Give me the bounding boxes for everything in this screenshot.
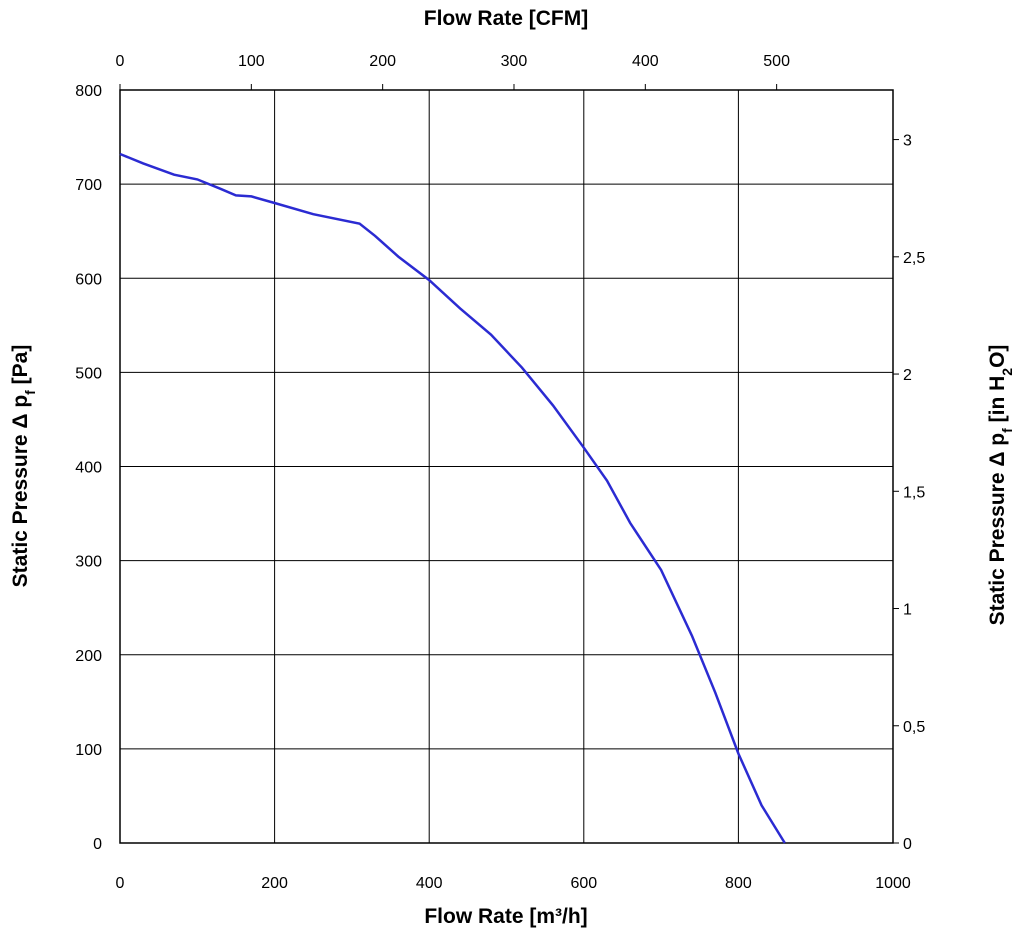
top-x-ticks: 0 100 200 300 400 500 — [116, 53, 790, 90]
y-tick-label-right: 2 — [903, 367, 912, 384]
x-tick-label-bottom: 800 — [725, 875, 752, 892]
y-tick-label-right: 2,5 — [903, 250, 925, 267]
bottom-x-ticks: 0 200 400 600 800 1000 — [116, 875, 911, 892]
y-tick-label-left: 200 — [75, 648, 102, 665]
y-tick-label-left: 800 — [75, 83, 102, 100]
x-tick-label-top: 300 — [501, 53, 528, 70]
x-tick-label-top: 500 — [763, 53, 790, 70]
y-axis-title-left: Static Pressure Δ pf [Pa] — [9, 345, 38, 588]
x-tick-label-bottom: 200 — [261, 875, 288, 892]
x-tick-label-bottom: 600 — [570, 875, 597, 892]
y-tick-label-left: 500 — [75, 365, 102, 382]
x-axis-title-bottom: Flow Rate [m³/h] — [424, 905, 587, 928]
y-axis-title-right: Static Pressure Δ pf [in H2O] — [986, 345, 1015, 626]
y-tick-label-right: 0,5 — [903, 719, 925, 736]
y-tick-label-left: 100 — [75, 742, 102, 759]
x-tick-label-bottom: 0 — [116, 875, 125, 892]
x-axis-title-top: Flow Rate [CFM] — [424, 7, 588, 30]
y-tick-label-left: 300 — [75, 554, 102, 571]
y-tick-label-left: 700 — [75, 177, 102, 194]
x-tick-label-top: 100 — [238, 53, 265, 70]
y-tick-label-right: 1 — [903, 602, 912, 619]
x-tick-label-bottom: 400 — [416, 875, 443, 892]
left-y-ticks: 0 100 200 300 400 500 600 700 800 — [75, 83, 102, 853]
y-tick-label-right: 0 — [903, 836, 912, 853]
x-tick-label-top: 400 — [632, 53, 659, 70]
y-tick-label-right: 1,5 — [903, 484, 925, 501]
plot-frame — [119, 89, 894, 844]
y-tick-label-left: 600 — [75, 271, 102, 288]
gridlines — [119, 89, 894, 844]
x-tick-label-top: 0 — [116, 53, 125, 70]
y-tick-label-left: 0 — [93, 836, 102, 853]
x-tick-label-top: 200 — [369, 53, 396, 70]
x-tick-label-bottom: 1000 — [875, 875, 911, 892]
right-y-ticks: 0 0,5 1 1,5 2 2,5 3 — [893, 133, 925, 853]
y-tick-label-left: 400 — [75, 460, 102, 477]
y-tick-label-right: 3 — [903, 133, 912, 150]
pressure-flow-curve-line — [119, 152, 786, 844]
